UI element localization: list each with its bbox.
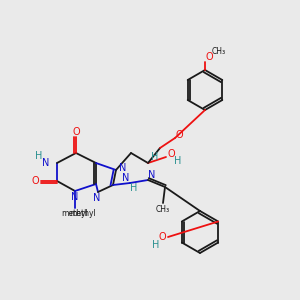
Text: O: O <box>205 52 213 62</box>
Text: N: N <box>93 193 101 203</box>
Text: methyl: methyl <box>61 209 88 218</box>
Text: O: O <box>175 130 183 140</box>
Text: N: N <box>119 163 127 173</box>
Text: CH₃: CH₃ <box>156 206 170 214</box>
Text: N: N <box>71 192 79 202</box>
Text: methyl: methyl <box>70 209 96 218</box>
Text: CH₃: CH₃ <box>212 47 226 56</box>
Text: N: N <box>42 158 49 168</box>
Text: H: H <box>174 156 182 166</box>
Text: N: N <box>148 170 156 180</box>
Text: H: H <box>35 151 43 161</box>
Text: O: O <box>31 176 39 186</box>
Text: O: O <box>158 232 166 242</box>
Text: H: H <box>130 183 138 193</box>
Text: N: N <box>122 173 130 183</box>
Text: O: O <box>167 149 175 159</box>
Text: H: H <box>151 152 159 162</box>
Text: O: O <box>72 127 80 137</box>
Text: H: H <box>152 240 160 250</box>
